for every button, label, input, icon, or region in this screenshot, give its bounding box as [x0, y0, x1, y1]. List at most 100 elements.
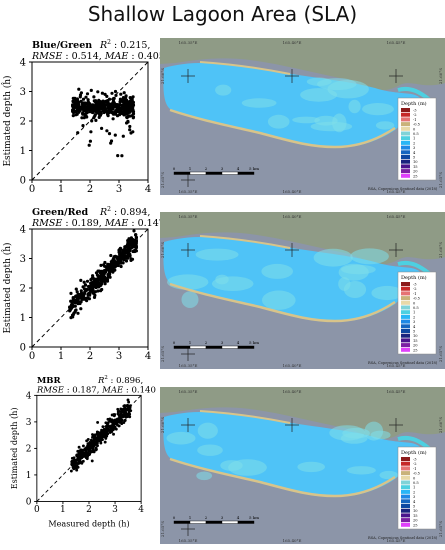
legend-swatch: [401, 169, 410, 174]
legend-label: 2: [413, 315, 415, 319]
data-point: [86, 284, 91, 289]
shallow-patch: [292, 116, 320, 124]
legend-swatch: [401, 508, 410, 513]
mae-value: : 0.405: [128, 51, 160, 62]
data-point: [120, 422, 124, 426]
legend-label: 3: [413, 320, 416, 324]
data-point: [125, 251, 129, 255]
data-point: [128, 406, 132, 410]
data-point: [79, 307, 83, 311]
legend-label: 4: [413, 325, 416, 329]
data-point: [72, 311, 76, 315]
data-point: [81, 448, 85, 452]
scale-bar: 0 1 2 3 4 5 km: [173, 166, 259, 175]
data-point: [70, 301, 74, 305]
scatter-points: [69, 398, 133, 473]
data-point: [106, 100, 110, 104]
rmse-value: : 0.187,: [64, 386, 102, 396]
legend-label: 0.5: [413, 306, 419, 310]
data-point: [124, 259, 129, 263]
x-tick-label: 2: [87, 184, 93, 195]
data-point: [131, 110, 136, 114]
data-point: [75, 290, 79, 294]
data-point: [128, 254, 132, 258]
data-point: [127, 400, 131, 404]
legend-swatch: [401, 291, 410, 296]
data-point: [88, 139, 92, 143]
data-point: [95, 447, 98, 451]
data-point: [98, 283, 102, 287]
stats-line-1: MBR R2 : 0.896,: [37, 375, 143, 386]
legend-swatch: [401, 145, 410, 150]
data-point: [108, 428, 112, 432]
data-point: [96, 289, 100, 293]
scale-label: 5 km: [249, 166, 259, 171]
data-point: [74, 100, 78, 104]
data-point: [105, 429, 108, 432]
shallow-patch: [167, 274, 209, 290]
legend-swatch: [401, 310, 410, 315]
data-point: [78, 461, 82, 465]
legend-swatch: [401, 461, 410, 466]
data-point: [71, 315, 75, 319]
legend-label: 15: [413, 514, 418, 518]
data-point: [75, 107, 79, 112]
legend-swatch: [401, 513, 410, 518]
data-point: [103, 100, 108, 104]
data-point: [120, 410, 124, 414]
scale-label: 2: [205, 166, 208, 171]
x-tick-label: 1: [58, 351, 64, 362]
data-point: [88, 449, 92, 453]
scale-label: 1: [189, 166, 192, 171]
y-tick-label: 4: [26, 392, 32, 402]
data-point: [71, 465, 75, 469]
data-point: [107, 263, 111, 267]
data-point: [87, 143, 91, 147]
data-point: [125, 98, 129, 102]
longitude-label: 165.40°E: [283, 538, 302, 543]
data-point: [113, 425, 117, 429]
data-point: [89, 438, 93, 442]
data-point: [75, 468, 79, 472]
scale-label: 0: [173, 340, 176, 345]
scale-segment: [189, 345, 207, 349]
data-point: [92, 281, 96, 285]
data-point: [85, 453, 89, 457]
data-point: [121, 134, 125, 138]
data-point: [116, 110, 121, 114]
longitude-label: 165.35°E: [179, 363, 198, 368]
longitude-label: 165.35°E: [179, 189, 198, 194]
latitude-label: 21.65°S: [160, 172, 165, 188]
data-point: [114, 419, 118, 423]
data-point: [112, 103, 116, 107]
data-point: [118, 248, 122, 252]
x-tick-label: 3: [116, 184, 122, 195]
method-label: MBR: [37, 376, 62, 386]
data-point: [81, 112, 85, 116]
data-point: [111, 420, 115, 424]
shore-edge: [199, 410, 291, 424]
data-point: [126, 239, 130, 243]
data-point: [103, 277, 107, 281]
map-credit: RSA, Copernicus Sentinel data (2018): [368, 536, 438, 540]
data-point: [91, 291, 95, 295]
scale-bar: 0 1 2 3 4 5 km: [173, 340, 259, 349]
data-point: [91, 110, 95, 114]
shallow-patch: [195, 248, 239, 261]
legend-label: 25: [413, 174, 418, 178]
data-point: [129, 131, 133, 135]
legend-swatch: [401, 155, 410, 159]
data-point: [134, 242, 138, 246]
legend-swatch: [401, 131, 410, 136]
data-point: [122, 421, 126, 424]
data-point: [129, 258, 133, 262]
data-point: [118, 253, 122, 257]
data-point: [95, 430, 99, 434]
data-point: [101, 275, 105, 279]
data-point: [86, 102, 90, 106]
legend-swatch: [401, 494, 410, 499]
scale-segment: [173, 171, 191, 175]
legend-swatch: [401, 499, 410, 504]
data-point: [96, 437, 100, 441]
data-point: [91, 286, 95, 290]
